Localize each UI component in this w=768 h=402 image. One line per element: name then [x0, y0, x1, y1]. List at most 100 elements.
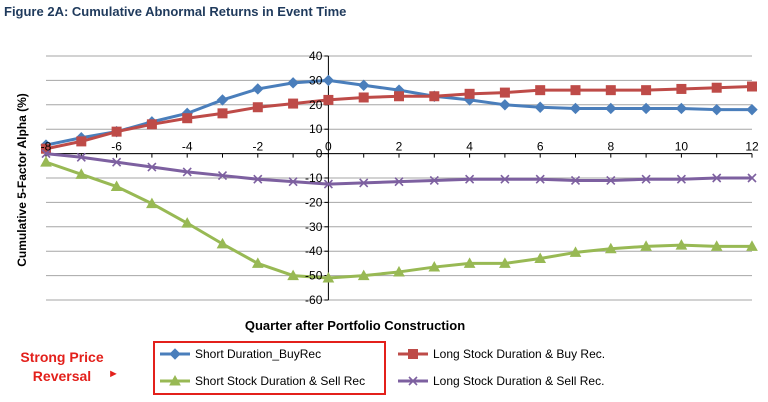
x-tick-label: 6 [537, 140, 544, 154]
data-point [676, 83, 687, 94]
data-point [217, 170, 228, 181]
data-point [641, 85, 652, 96]
data-point [534, 101, 546, 113]
y-tick-label: 0 [316, 147, 323, 161]
y-tick-label: 10 [309, 122, 323, 136]
data-point [40, 156, 52, 167]
data-point [463, 257, 476, 268]
data-point [428, 261, 441, 272]
legend: Short Duration_BuyRec Long Stock Duration… [160, 347, 605, 388]
data-point [287, 269, 299, 281]
data-point [429, 91, 440, 102]
data-point [534, 252, 547, 264]
data-point [252, 83, 264, 95]
data-point [112, 157, 122, 167]
x-tick-label: -8 [41, 140, 52, 154]
data-point [322, 74, 335, 87]
y-tick-label: -50 [305, 269, 323, 283]
data-point [747, 173, 757, 183]
data-point [394, 91, 404, 102]
data-point [146, 119, 157, 130]
data-point [712, 173, 722, 183]
data-point [323, 179, 333, 189]
x-axis-label: Quarter after Portfolio Construction [245, 318, 465, 333]
data-point [357, 269, 370, 281]
y-tick-label: -20 [305, 195, 323, 209]
data-point [640, 240, 652, 251]
reversal-annotation: Strong Price Reversal [2, 348, 122, 386]
data-point [76, 136, 87, 147]
data-point [111, 126, 122, 137]
data-point [110, 180, 123, 192]
legend-entry: Short Duration_BuyRec [160, 347, 321, 361]
data-point [41, 149, 51, 159]
legend-label: Long Stock Duration & Sell Rec. [433, 374, 604, 388]
y-tick-label: -30 [305, 220, 323, 234]
data-point [358, 92, 369, 103]
data-point [570, 175, 581, 186]
series-2 [41, 81, 757, 154]
x-tick-label: 0 [325, 140, 332, 154]
data-point [252, 102, 263, 113]
legend-entry: Long Stock Duration & Sell Rec. [398, 374, 604, 388]
legend-entry: Short Stock Duration & Sell Rec [160, 374, 365, 388]
data-point [569, 102, 582, 115]
legend-label: Long Stock Duration & Buy Rec. [433, 347, 605, 361]
data-point [359, 178, 369, 188]
data-point [288, 98, 299, 109]
legend-marker [408, 349, 418, 359]
data-point [710, 240, 723, 251]
x-tick-label: -6 [111, 140, 122, 154]
data-point [569, 246, 582, 257]
data-point [606, 175, 616, 186]
legend-entry: Long Stock Duration & Buy Rec. [398, 347, 605, 361]
data-point [181, 217, 194, 228]
x-tick-label: 4 [466, 140, 473, 154]
data-point [604, 242, 617, 254]
data-point [393, 265, 405, 277]
y-tick-label: 40 [309, 49, 323, 63]
data-point [76, 152, 86, 162]
data-point [710, 103, 723, 116]
series-4 [41, 149, 757, 189]
data-point [711, 82, 722, 93]
legend-highlight-box [153, 341, 386, 395]
x-tick-label: 2 [396, 140, 403, 154]
data-point [216, 237, 229, 249]
data-point [605, 85, 616, 96]
legend-label: Short Stock Duration & Sell Rec [195, 374, 365, 388]
data-point [499, 87, 510, 98]
data-point [253, 174, 263, 184]
data-point [676, 174, 686, 184]
y-tick-label: 20 [309, 98, 323, 112]
data-point [216, 94, 229, 106]
data-point [323, 94, 334, 105]
y-tick-label: -10 [305, 171, 323, 185]
data-point [322, 272, 335, 283]
legend-marker [169, 374, 181, 386]
y-tick-label: -60 [305, 293, 323, 307]
legend-label: Short Duration_BuyRec [195, 347, 321, 361]
data-point [287, 77, 299, 89]
data-point [75, 168, 88, 179]
data-point [605, 102, 617, 115]
data-point [182, 167, 192, 177]
x-tick-label: 8 [607, 140, 614, 154]
y-axis-label: Cumulative 5-Factor Alpha (%) [15, 93, 29, 267]
data-point [182, 113, 193, 124]
data-point [500, 174, 510, 184]
data-point [640, 102, 652, 115]
y-tick-label: 30 [309, 73, 323, 87]
data-point [429, 175, 439, 186]
data-point [747, 81, 757, 92]
data-point [251, 257, 264, 268]
legend-marker [408, 376, 418, 386]
annotation-line-2: Reversal [32, 368, 92, 384]
x-tick-label: -4 [182, 140, 193, 154]
annotation-arrow-icon: ► [108, 368, 119, 380]
data-point [535, 85, 546, 96]
data-point [465, 174, 475, 184]
data-point [288, 177, 298, 187]
data-point [147, 162, 157, 172]
